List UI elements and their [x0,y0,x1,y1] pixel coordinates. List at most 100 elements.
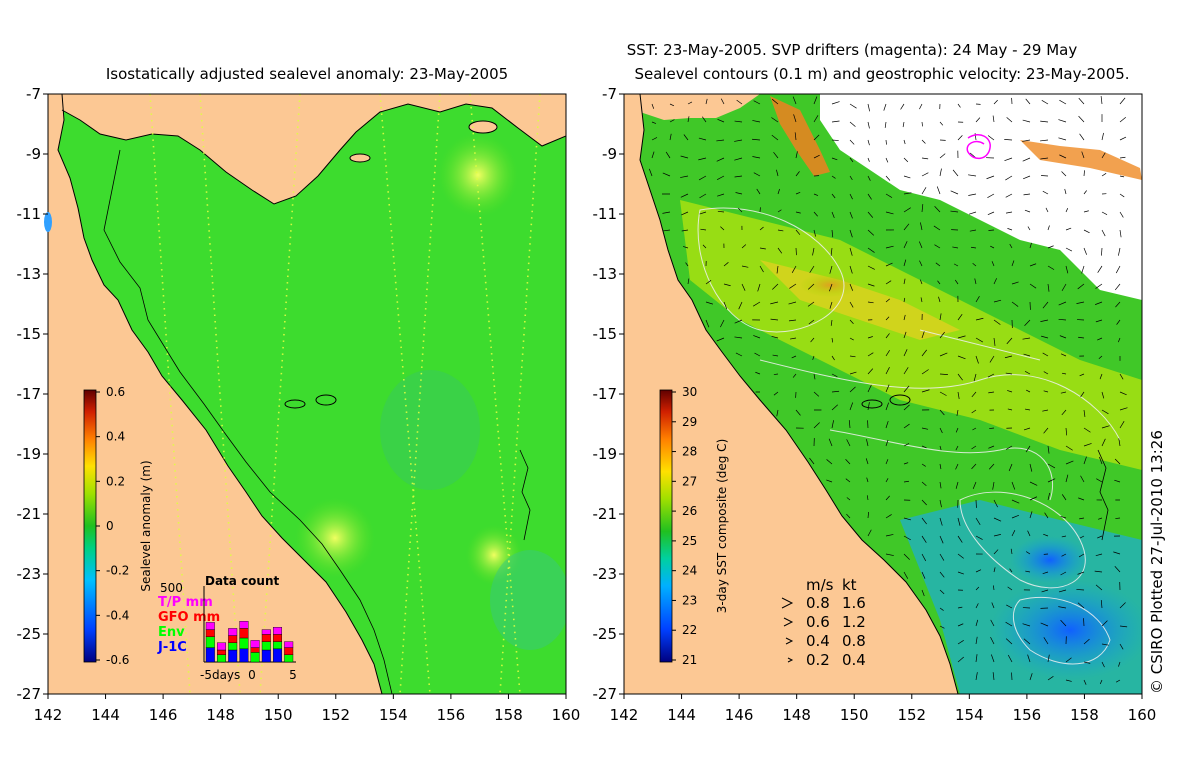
velocity-arrow [771,98,779,105]
velocity-arrow [975,636,978,645]
velocity-arrow [687,116,690,123]
velocity-arrow [1119,420,1125,429]
velocity-arrow [669,133,672,141]
data-count-bar [273,634,283,642]
velocity-arrow [1077,571,1085,575]
velocity-arrow [921,571,926,579]
island [861,399,883,409]
velocity-arrow [795,171,800,177]
left-lon-label: 146 [149,706,178,724]
velocity-arrow [1100,600,1103,609]
velocity-legend-arrow [783,617,794,627]
left-lat-label: -27 [17,685,42,703]
velocity-arrow [687,101,693,105]
velocity-arrow [1079,517,1085,520]
velocity-arrow [776,169,779,177]
velocity-arrow [935,262,941,267]
left-lon-label: 148 [206,706,235,724]
velocity-arrow [826,459,833,465]
velocity-arrow [1029,242,1032,249]
velocity-arrow [680,175,689,178]
velocity-arrow [939,153,946,159]
velocity-arrow [903,259,907,267]
velocity-arrow [1058,301,1067,306]
velocity-arrow [1065,445,1073,451]
sst-colorbar-tick-label: 30 [682,385,697,399]
velocity-arrow [957,313,963,321]
velocity-arrow [989,427,995,429]
velocity-arrow [921,481,927,486]
velocity-arrow [1027,530,1031,537]
data-count-bars [203,586,296,663]
velocity-arrow [772,283,779,290]
velocity-arrow [741,283,746,291]
velocity-arrow [734,319,743,324]
velocity-arrow [849,371,857,375]
velocity-arrow [993,299,1002,303]
velocity-legend-kt: 0.4 [842,651,866,669]
velocity-arrow [1083,190,1087,195]
velocity-arrow [1065,227,1072,231]
velocity-arrow [795,229,801,235]
velocity-arrow [1029,673,1033,681]
velocity-arrow [921,121,923,127]
velocity-arrow [849,247,853,256]
sealevel-contours [697,207,1121,665]
sst-colorbar-tick-label: 25 [682,534,697,548]
velocity-arrow [939,427,943,434]
velocity-arrow [1078,97,1085,105]
left-lon-label: 156 [437,706,466,724]
velocity-arrow [777,229,784,232]
velocity-arrow [1077,602,1085,609]
velocity-arrow [1083,409,1086,418]
left-lon-label: 142 [34,706,63,724]
velocity-arrow [1078,553,1085,558]
velocity-arrow [921,139,926,144]
velocity-arrow [939,463,942,470]
velocity-arrow [957,553,964,559]
land-papua [48,94,566,204]
velocity-arrow [957,535,963,543]
velocity-arrow [702,244,707,249]
sla-colorbar [83,389,97,663]
left-lat-label: -9 [26,145,41,163]
velocity-arrow [939,499,942,508]
velocity-arrow [669,119,675,123]
velocity-arrow [1099,679,1103,685]
velocity-arrow [812,355,815,360]
velocity-arrow [867,368,874,375]
velocity-arrow [717,193,725,197]
velocity-arrow [992,481,995,490]
coastline [57,94,383,694]
right-lon-label: 146 [725,706,754,724]
data-count-bar [273,641,283,649]
velocity-arrow [849,175,853,181]
velocity-arrow [903,331,907,339]
velocity-arrow [812,247,815,256]
velocity-arrow [849,402,854,411]
data-count-bar [228,635,238,643]
velocity-arrow [903,139,906,145]
velocity-arrow [1022,337,1031,340]
velocity-arrow [903,367,909,375]
velocity-arrow [867,384,872,393]
velocity-arrow [662,172,671,177]
velocity-arrow [921,553,927,562]
velocity-arrow [1115,517,1121,519]
velocity-arrow [952,169,959,177]
velocity-arrow [788,301,797,305]
data-count-bar [284,647,294,655]
velocity-arrow [753,100,761,105]
velocity-arrow [939,168,942,177]
velocity-legend-ms: 0.8 [806,594,830,612]
velocity-arrow [975,355,979,364]
velocity-arrow [1042,190,1049,195]
sst-colorbar-tick-label: 24 [682,564,697,578]
velocity-arrow [1064,188,1067,195]
data-count-x-labels: -5days 0 5 [200,668,297,682]
velocity-arrow [968,211,977,215]
velocity-arrow [813,115,819,123]
velocity-arrow [741,265,749,268]
sst-colorbar-tick-label: 29 [682,415,697,429]
velocity-arrow [1078,497,1085,501]
